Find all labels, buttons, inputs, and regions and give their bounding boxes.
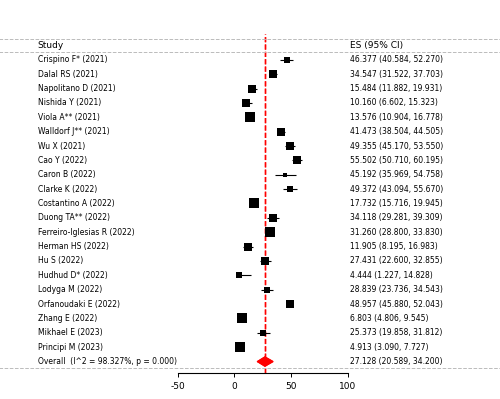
Text: Dalal RS (2021): Dalal RS (2021) — [38, 70, 98, 79]
Text: 28.839 (23.736, 34.543): 28.839 (23.736, 34.543) — [350, 285, 443, 294]
Text: 55.502 (50.710, 60.195): 55.502 (50.710, 60.195) — [350, 156, 443, 165]
Text: Orfanoudaki E (2022): Orfanoudaki E (2022) — [38, 300, 119, 308]
Text: Overall  (I^2 = 98.327%, p = 0.000): Overall (I^2 = 98.327%, p = 0.000) — [38, 357, 176, 366]
Text: 11.905 (8.195, 16.983): 11.905 (8.195, 16.983) — [350, 242, 438, 251]
Text: 27.128 (20.589, 34.200): 27.128 (20.589, 34.200) — [350, 357, 442, 366]
Text: Zhang E (2022): Zhang E (2022) — [38, 314, 97, 323]
Text: 17.732 (15.716, 19.945): 17.732 (15.716, 19.945) — [350, 199, 443, 208]
Text: Clarke K (2022): Clarke K (2022) — [38, 185, 97, 194]
Text: Wu X (2021): Wu X (2021) — [38, 142, 85, 150]
Text: 48.957 (45.880, 52.043): 48.957 (45.880, 52.043) — [350, 300, 443, 308]
Text: Napolitano D (2021): Napolitano D (2021) — [38, 84, 115, 93]
Text: 46.377 (40.584, 52.270): 46.377 (40.584, 52.270) — [350, 55, 443, 64]
Text: 4.913 (3.090, 7.727): 4.913 (3.090, 7.727) — [350, 343, 428, 352]
Text: Crispino F* (2021): Crispino F* (2021) — [38, 55, 107, 64]
Text: Caron B (2022): Caron B (2022) — [38, 170, 95, 179]
Text: 49.355 (45.170, 53.550): 49.355 (45.170, 53.550) — [350, 142, 444, 150]
Text: 34.547 (31.522, 37.703): 34.547 (31.522, 37.703) — [350, 70, 443, 79]
Text: Lodyga M (2022): Lodyga M (2022) — [38, 285, 102, 294]
Text: 10.160 (6.602, 15.323): 10.160 (6.602, 15.323) — [350, 99, 438, 107]
Text: 25.373 (19.858, 31.812): 25.373 (19.858, 31.812) — [350, 328, 442, 337]
Text: Hu S (2022): Hu S (2022) — [38, 257, 83, 265]
Text: Principi M (2023): Principi M (2023) — [38, 343, 102, 352]
Text: 15.484 (11.882, 19.931): 15.484 (11.882, 19.931) — [350, 84, 442, 93]
Text: 41.473 (38.504, 44.505): 41.473 (38.504, 44.505) — [350, 127, 443, 136]
Text: 6.803 (4.806, 9.545): 6.803 (4.806, 9.545) — [350, 314, 428, 323]
Text: 31.260 (28.800, 33.830): 31.260 (28.800, 33.830) — [350, 228, 442, 237]
Text: Walldorf J** (2021): Walldorf J** (2021) — [38, 127, 109, 136]
Text: 45.192 (35.969, 54.758): 45.192 (35.969, 54.758) — [350, 170, 443, 179]
Text: 49.372 (43.094, 55.670): 49.372 (43.094, 55.670) — [350, 185, 444, 194]
Text: Ferreiro-Iglesias R (2022): Ferreiro-Iglesias R (2022) — [38, 228, 134, 237]
Text: Viola A** (2021): Viola A** (2021) — [38, 113, 100, 122]
Text: 13.576 (10.904, 16.778): 13.576 (10.904, 16.778) — [350, 113, 443, 122]
Text: Hudhud D* (2022): Hudhud D* (2022) — [38, 271, 107, 280]
Text: 34.118 (29.281, 39.309): 34.118 (29.281, 39.309) — [350, 213, 442, 222]
Text: 4.444 (1.227, 14.828): 4.444 (1.227, 14.828) — [350, 271, 433, 280]
Text: Study: Study — [38, 41, 64, 50]
Text: Cao Y (2022): Cao Y (2022) — [38, 156, 86, 165]
Text: Mikhael E (2023): Mikhael E (2023) — [38, 328, 102, 337]
Text: ES (95% CI): ES (95% CI) — [350, 41, 403, 50]
Text: Costantino A (2022): Costantino A (2022) — [38, 199, 114, 208]
Text: Nishida Y (2021): Nishida Y (2021) — [38, 99, 101, 107]
Text: Duong TA** (2022): Duong TA** (2022) — [38, 213, 110, 222]
Polygon shape — [258, 357, 273, 366]
Text: 27.431 (22.600, 32.855): 27.431 (22.600, 32.855) — [350, 257, 442, 265]
Text: Herman HS (2022): Herman HS (2022) — [38, 242, 109, 251]
